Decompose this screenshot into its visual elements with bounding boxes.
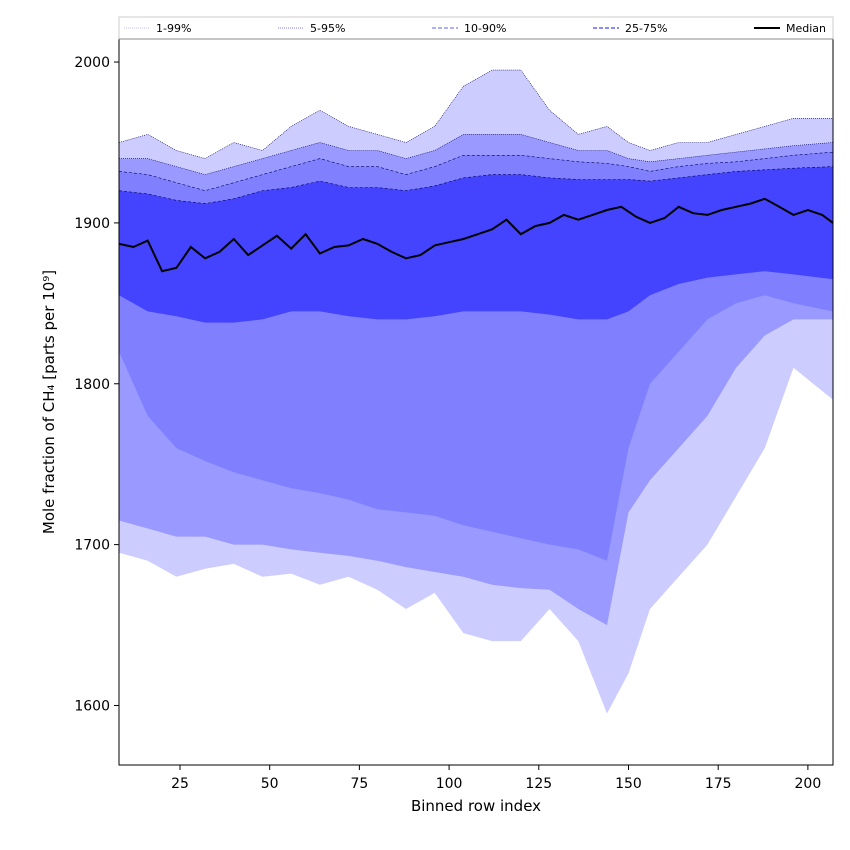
band-edge-10-90% [118, 151, 834, 192]
x-tick-label: 100 [436, 776, 463, 792]
band-edge-25-75% [118, 166, 834, 204]
legend-label: 1-99% [156, 22, 191, 35]
legend: 1-99% 5-95% 10-90% 25-75% Median [118, 16, 834, 40]
y-tick-label: 1800 [74, 377, 110, 393]
y-axis: 1600 1700 1800 1900 2000 [74, 55, 119, 714]
x-axis: 25 50 75 100 125 150 175 200 [171, 765, 821, 792]
band-edge-5-95% [119, 134, 834, 175]
median-layer [118, 197, 834, 273]
x-tick-label: 125 [525, 776, 552, 792]
legend-label: 25-75% [625, 22, 667, 35]
y-tick-label: 1600 [74, 698, 110, 714]
y-tick-label: 1900 [74, 216, 110, 232]
x-tick-label: 75 [350, 776, 368, 792]
x-axis-label: Binned row index [411, 797, 541, 815]
x-tick-label: 200 [795, 776, 822, 792]
y-tick-label: 2000 [74, 55, 110, 71]
bands-layer [118, 69, 834, 714]
y-tick-label: 1700 [74, 538, 110, 554]
legend-label: Median [786, 22, 826, 35]
series-line-median [118, 197, 834, 273]
x-tick-label: 25 [171, 776, 189, 792]
y-axis-label: Mole fraction of CH₄ [parts per 10⁹] [40, 270, 58, 534]
x-tick-label: 50 [261, 776, 279, 792]
band-edge-1-99% [118, 69, 833, 159]
x-tick-label: 175 [705, 776, 732, 792]
x-tick-label: 150 [615, 776, 642, 792]
legend-label: 10-90% [464, 22, 506, 35]
band-25-75% [119, 166, 833, 323]
legend-label: 5-95% [310, 22, 345, 35]
